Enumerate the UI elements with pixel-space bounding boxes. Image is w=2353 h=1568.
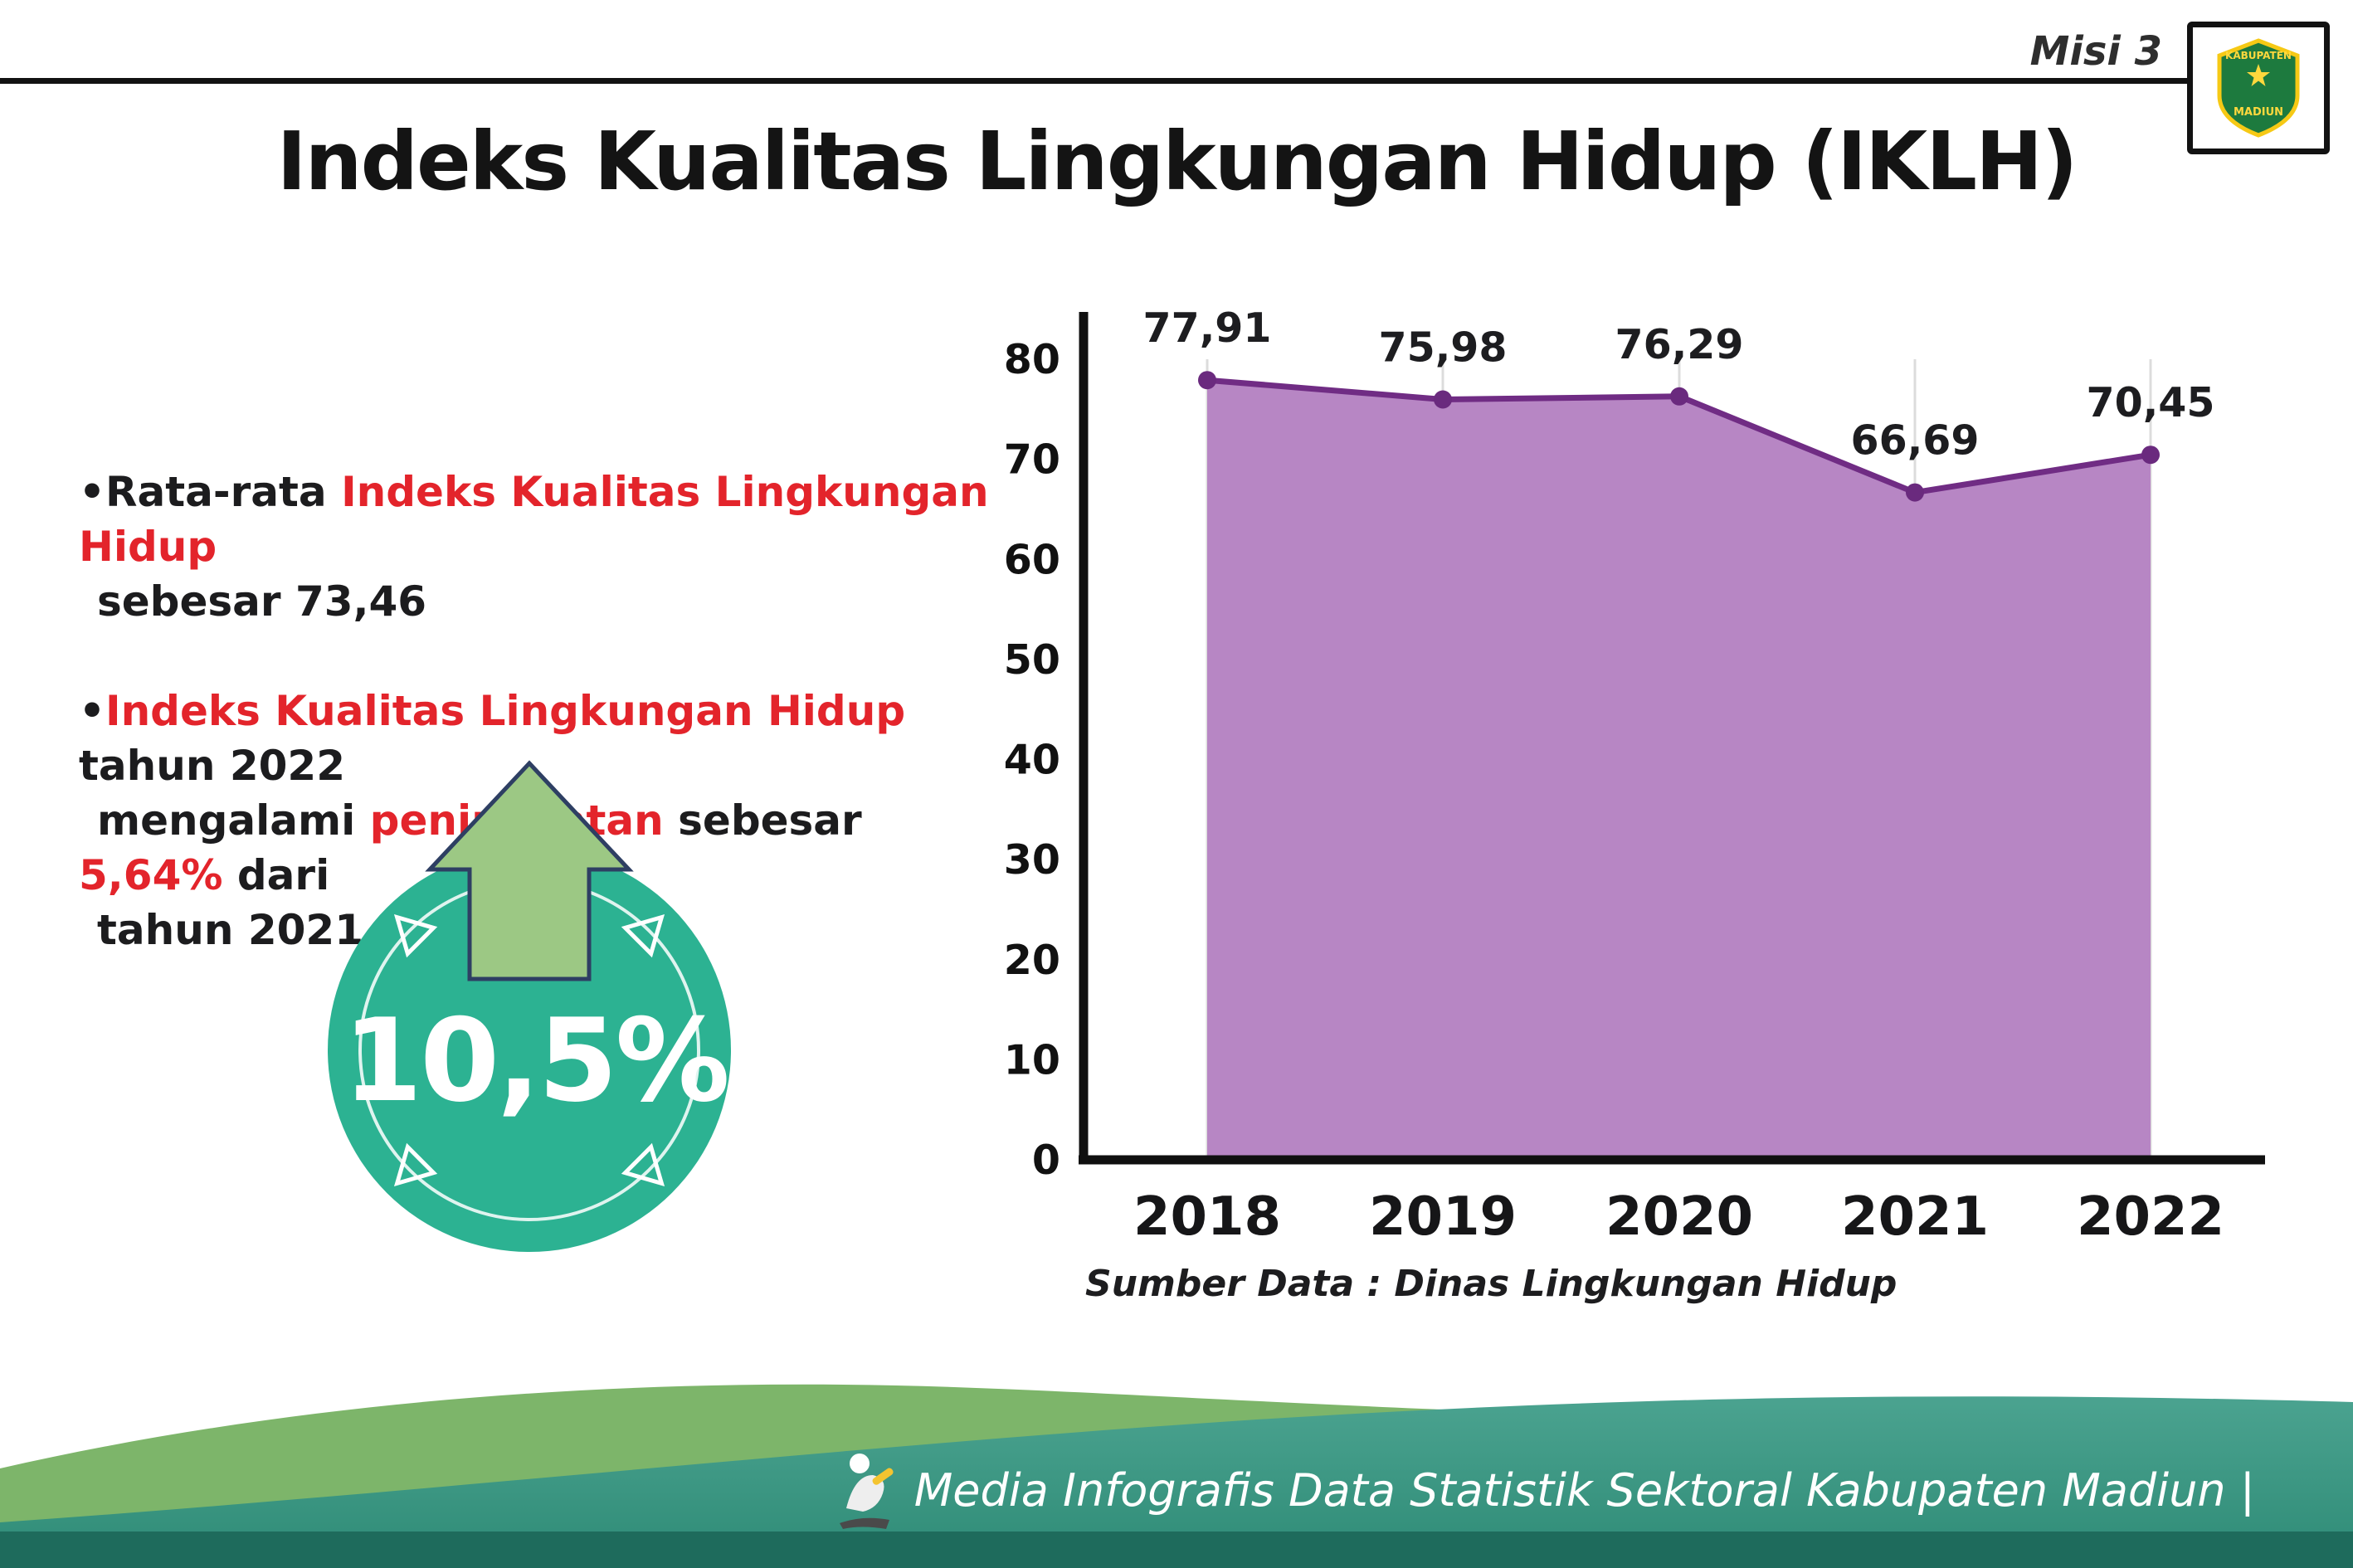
text-segment: sebesar [663, 796, 862, 845]
iklh-area-chart: 0 10 20 30 40 50 60 70 80 77,91 75,98 76,29 66,69 70,… [946, 290, 2273, 1327]
increase-badge-graphic [328, 760, 731, 1252]
triangle-sw-icon [393, 1142, 438, 1187]
data-point [1434, 390, 1452, 409]
text-segment: sebesar 73,46 [97, 577, 427, 626]
text-segment-red: Indeks Kualitas Lingkungan Hidup [105, 687, 906, 735]
kabupaten-madiun-logo: KABUPATEN MADIUN [2187, 22, 2330, 154]
logo-line2: MADIUN [2234, 106, 2283, 119]
bullet-dot: • [79, 468, 105, 516]
area-fill [1207, 380, 2151, 1160]
badge-circle [328, 849, 731, 1252]
data-point [1670, 387, 1688, 406]
data-label: 76,29 [1615, 321, 1744, 368]
wave-teal [0, 1396, 2353, 1568]
chart-source: Sumber Data : Dinas Lingkungan Hidup [1085, 1263, 1898, 1305]
logo-line1: KABUPATEN [2225, 50, 2292, 61]
footer-waves [0, 1384, 2353, 1568]
text-segment: Rata-rata [105, 468, 342, 516]
text-segment-red: Indeks Kualitas Lingkungan Hidup [79, 468, 989, 571]
x-tick-label: 2019 [1369, 1186, 1517, 1248]
footer-caption: Media Infografis Data Statistik Sektoral… [830, 1450, 2255, 1530]
text-segment: tahun 2022 [79, 742, 345, 790]
footer-text: Media Infografis Data Statistik Sektoral… [913, 1463, 2255, 1517]
shield-shape [2217, 38, 2300, 138]
data-label: 66,69 [1851, 417, 1980, 465]
increase-badge: 10,5% [319, 745, 751, 1392]
y-tick-label: 70 [1004, 436, 1060, 484]
data-point [2141, 446, 2160, 465]
triangle-ne-icon [621, 913, 665, 958]
chart-canvas: 0 10 20 30 40 50 60 70 80 77,91 75,98 76,29 66,69 70,… [1004, 304, 2265, 1248]
x-tick-label: 2021 [1841, 1186, 1989, 1248]
mascot-icon [839, 1454, 894, 1529]
data-point [1198, 371, 1216, 390]
y-tick-label: 40 [1004, 737, 1060, 784]
x-tick-label: 2020 [1605, 1186, 1753, 1248]
text-segment: mengalami [97, 796, 370, 845]
increase-percentage: 10,5% [343, 994, 730, 1127]
y-tick-label: 50 [1004, 636, 1060, 684]
y-tick-label: 30 [1004, 836, 1060, 884]
x-tick-label: 2022 [2077, 1186, 2224, 1248]
page-title: Indeks Kualitas Lingkungan Hidup (IKLH) [276, 114, 2078, 208]
y-tick-label: 80 [1004, 336, 1060, 383]
text-segment: dari [222, 851, 330, 899]
y-tick-label: 20 [1004, 937, 1060, 984]
data-label: 75,98 [1379, 324, 1508, 371]
bullet-average: •Rata-rata Indeks Kualitas Lingkungan Hi… [79, 465, 1016, 629]
y-tick-label: 60 [1004, 536, 1060, 583]
header-divider [0, 78, 2192, 84]
triangle-se-icon [621, 1142, 665, 1187]
misi-label: Misi 3 [2029, 28, 2162, 75]
bullet-dot: • [79, 687, 105, 735]
data-point [1906, 483, 1924, 502]
data-label: 70,45 [2087, 379, 2215, 426]
text-segment-red: 5,64% [79, 851, 223, 899]
star-icon [2247, 64, 2270, 86]
footer-band [0, 1531, 2353, 1568]
x-tick-label: 2018 [1133, 1186, 1281, 1248]
shield-icon: KABUPATEN MADIUN [2217, 38, 2300, 138]
data-label: 77,91 [1143, 304, 1272, 352]
y-tick-label: 10 [1004, 1036, 1060, 1083]
up-arrow-icon [425, 760, 634, 981]
y-tick-label: 0 [1032, 1137, 1060, 1184]
triangle-nw-icon [393, 913, 438, 958]
text-segment: tahun 2021 [97, 906, 363, 954]
